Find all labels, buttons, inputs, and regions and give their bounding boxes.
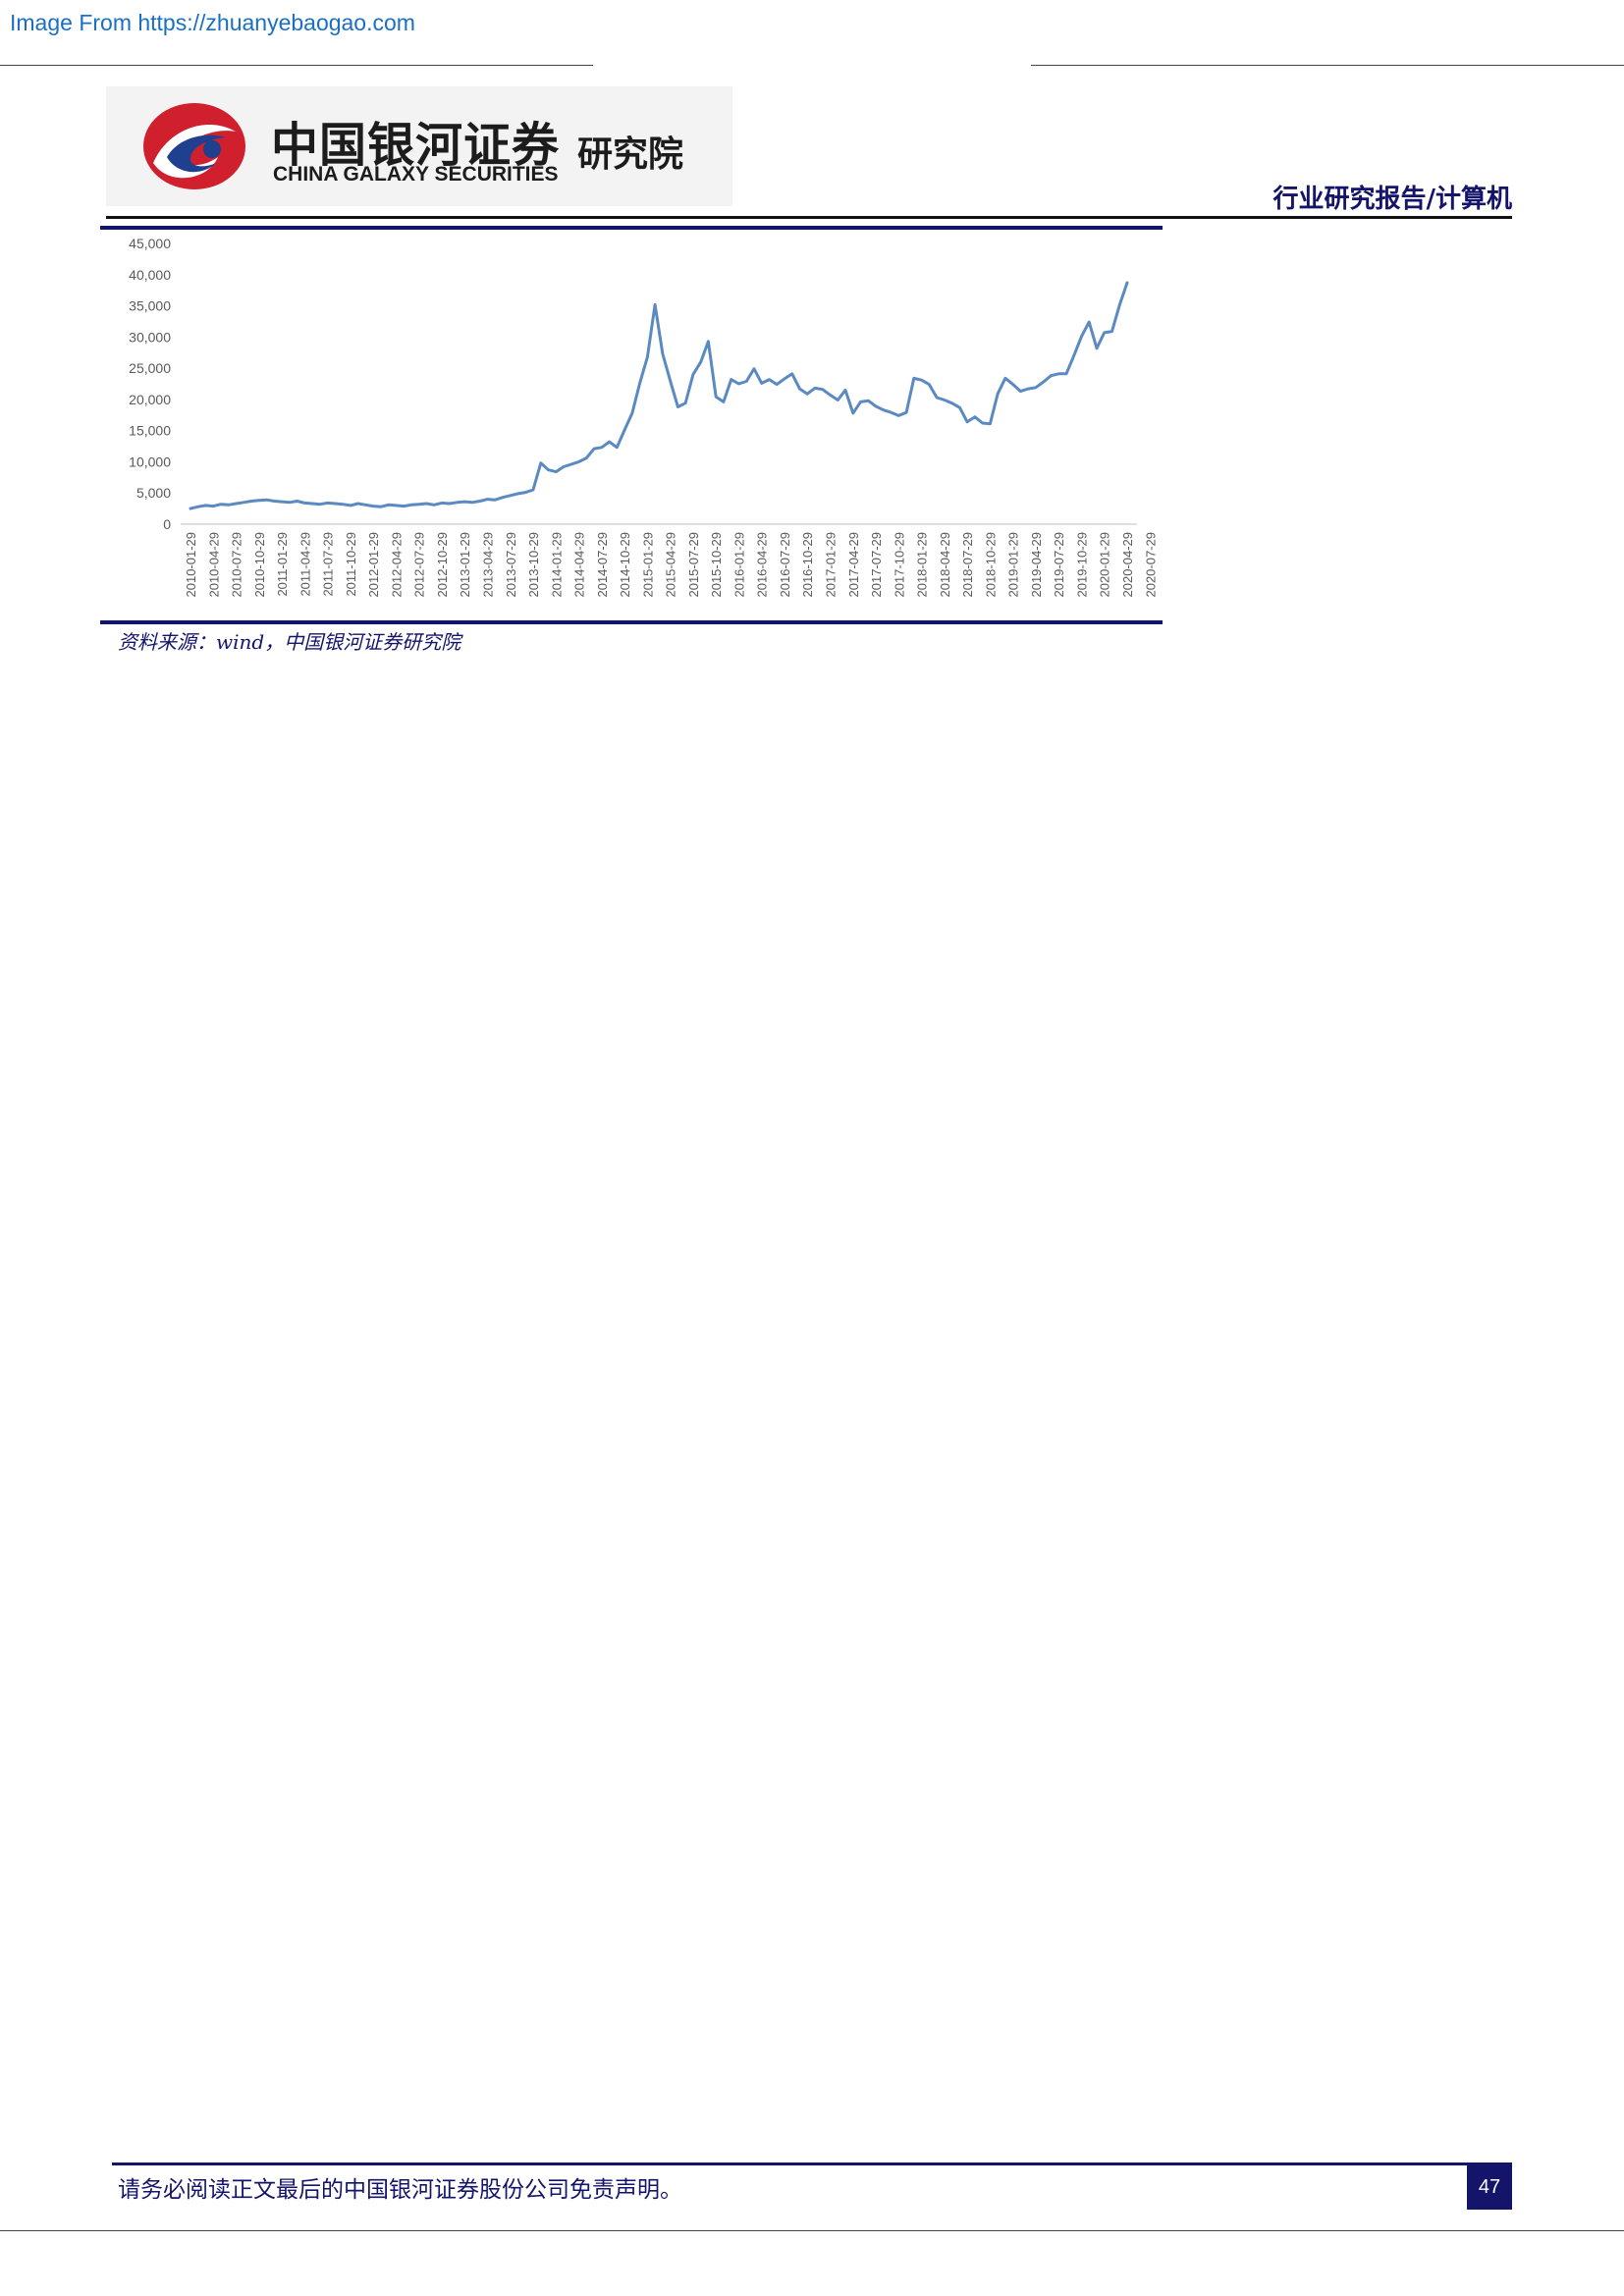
x-tick-label: 2018-01-29	[915, 532, 930, 598]
y-tick-label: 5,000	[136, 485, 171, 501]
header-divider	[106, 216, 1512, 219]
x-tick-label: 2015-01-29	[640, 532, 655, 598]
x-tick-label: 2010-04-29	[206, 532, 221, 598]
x-tick-label: 2017-01-29	[824, 532, 839, 598]
y-tick-label: 40,000	[129, 267, 171, 283]
x-tick-label: 2011-04-29	[298, 532, 312, 597]
disclaimer-notice: 请务必阅读正文最后的中国银河证券股份公司免责声明。	[118, 2177, 682, 2203]
x-tick-label: 2012-07-29	[412, 532, 427, 598]
y-tick-label: 35,000	[129, 298, 171, 314]
x-tick-label: 2013-10-29	[526, 532, 541, 598]
x-tick-label: 2014-07-29	[595, 532, 610, 598]
y-tick-label: 20,000	[129, 392, 171, 407]
x-tick-label: 2014-04-29	[572, 532, 587, 598]
x-tick-label: 2015-07-29	[686, 532, 701, 598]
figure-top-rule	[100, 226, 1163, 230]
y-tick-label: 10,000	[129, 454, 171, 469]
series-line	[189, 281, 1129, 510]
x-tick-label: 2020-01-29	[1098, 532, 1112, 598]
x-tick-label: 2017-07-29	[869, 532, 884, 598]
x-tick-label: 2012-04-29	[389, 532, 404, 598]
y-tick-label: 0	[163, 516, 171, 532]
y-tick-label: 30,000	[129, 329, 171, 345]
y-tick-label: 15,000	[129, 423, 171, 439]
x-tick-label: 2014-10-29	[618, 532, 632, 598]
x-tick-label: 2013-07-29	[504, 532, 518, 598]
logo-name-cn: 中国银河证券	[271, 118, 561, 173]
x-tick-label: 2011-01-29	[275, 532, 290, 597]
x-tick-label: 2016-04-29	[755, 532, 770, 598]
x-tick-label: 2019-01-29	[1006, 532, 1021, 598]
x-tick-label: 2010-07-29	[230, 532, 244, 598]
x-tick-label: 2015-10-29	[709, 532, 724, 598]
y-tick-label: 25,000	[129, 360, 171, 376]
report-type: 行业研究报告/计算机	[1272, 185, 1513, 214]
x-tick-label: 2013-01-29	[458, 532, 472, 598]
x-tick-label: 2013-04-29	[481, 532, 496, 598]
logo-name-en: CHINA GALAXY SECURITIES	[273, 163, 559, 186]
x-tick-label: 2017-10-29	[892, 532, 906, 598]
page-number: 47	[1467, 2164, 1512, 2210]
x-tick-label: 2020-07-29	[1143, 532, 1158, 598]
x-tick-label: 2010-01-29	[184, 532, 198, 598]
line-chart: 45,000 40,000 35,000 30,000 25,000 20,000 15,0…	[129, 236, 1158, 598]
x-tick-label: 2011-07-29	[321, 532, 336, 597]
x-tick-label: 2012-10-29	[435, 532, 450, 598]
x-tick-label: 2015-04-29	[664, 532, 678, 598]
bottom-divider	[0, 2230, 1624, 2231]
x-tick-label: 2018-04-29	[938, 532, 952, 598]
x-tick-label: 2017-04-29	[846, 532, 861, 598]
x-tick-label: 2018-07-29	[960, 532, 975, 598]
x-tick-label: 2018-10-29	[983, 532, 998, 598]
x-tick-label: 2019-07-29	[1052, 532, 1066, 598]
x-tick-label: 2016-01-29	[731, 532, 746, 598]
x-tick-label: 2019-10-29	[1075, 532, 1090, 598]
x-tick-label: 2014-01-29	[549, 532, 564, 598]
footer-divider	[112, 2163, 1512, 2165]
top-divider-right	[1031, 65, 1624, 66]
x-tick-label: 2016-10-29	[800, 532, 815, 598]
company-logo: 中国银河证券 CHINA GALAXY SECURITIES 研究院	[106, 86, 732, 206]
x-tick-label: 2019-04-29	[1029, 532, 1044, 598]
y-tick-label: 45,000	[129, 236, 171, 251]
figure-bottom-rule	[100, 620, 1163, 624]
x-tick-label: 2012-01-29	[366, 532, 381, 598]
x-tick-label: 2016-07-29	[778, 532, 792, 598]
logo-institute: 研究院	[577, 134, 684, 175]
x-tick-label: 2020-04-29	[1120, 532, 1135, 598]
x-tick-label: 2010-10-29	[252, 532, 267, 598]
source-link[interactable]: Image From https://zhuanyebaogao.com	[10, 10, 415, 35]
galaxy-logo-icon	[143, 103, 245, 189]
top-divider-left	[0, 65, 593, 66]
x-tick-label: 2011-10-29	[344, 532, 358, 597]
figure-source: 资料来源：wind，中国银河证券研究院	[118, 630, 461, 654]
